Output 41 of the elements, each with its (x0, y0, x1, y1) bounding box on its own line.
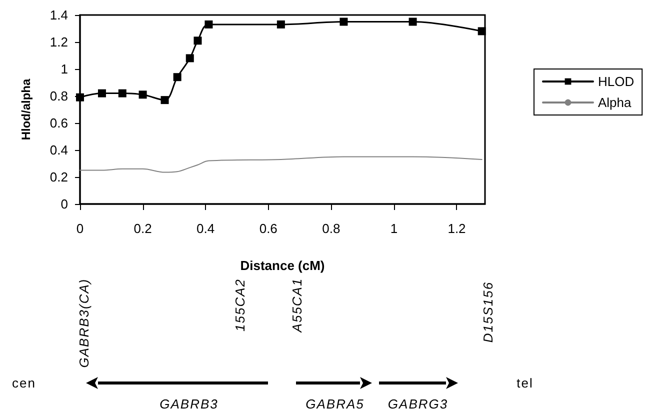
y-tick-label: 1.2 (50, 34, 68, 50)
y-tick-label: 0 (60, 196, 68, 212)
text: 155CA2 (232, 278, 248, 332)
text: A55CA1 (290, 278, 304, 332)
x-tick-label: 0.8 (322, 221, 340, 236)
point (276, 20, 285, 28)
text: tel (516, 376, 534, 390)
point (478, 27, 486, 36)
point (408, 18, 417, 26)
legend-label: Alpha (598, 95, 632, 110)
point (118, 89, 126, 98)
point (186, 54, 194, 62)
y-tick-label: 0.2 (50, 170, 68, 184)
text: D15S156 (480, 281, 496, 343)
legend-label: HLOD (598, 74, 634, 89)
x-tick-label: 0.2 (134, 221, 152, 236)
x-tick-label: 0.6 (259, 221, 278, 236)
x-tick-label: 1 (390, 221, 398, 236)
text: GABRA5 (306, 396, 364, 412)
point (340, 18, 348, 26)
point (160, 96, 169, 104)
y-tick-label: 1 (60, 62, 68, 76)
text: GABRG3 (388, 396, 448, 412)
y-tick-label: 0.6 (50, 116, 68, 130)
x-tick-label: 0 (76, 221, 84, 236)
x-tick-label: 1.2 (448, 221, 466, 236)
x-tick-label: 0.4 (196, 221, 215, 236)
point (204, 20, 213, 28)
point (173, 73, 182, 82)
y-axis-title: Hlod/alpha (19, 78, 33, 140)
y-tick-label: 0.4 (50, 142, 68, 158)
point (98, 89, 106, 98)
text: GABRB3(CA) (76, 278, 92, 368)
point (194, 36, 202, 45)
y-tick-label: 0.8 (50, 88, 68, 104)
text: cen (12, 376, 36, 390)
text: GABRB3 (160, 396, 218, 412)
y-tick-label: 1.4 (50, 8, 68, 22)
x-axis-title: Distance (cM) (240, 258, 325, 273)
point (138, 90, 147, 99)
line-series (80, 156, 482, 173)
